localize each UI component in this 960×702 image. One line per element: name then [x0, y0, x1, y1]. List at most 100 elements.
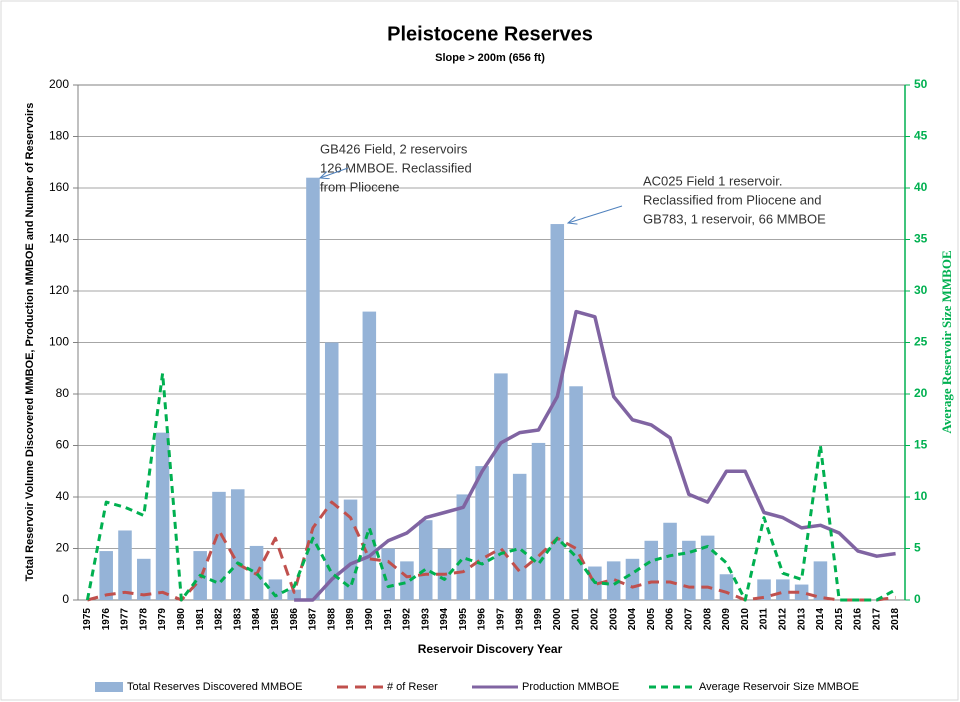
- bar: [494, 373, 508, 600]
- x-tick-label: 2008: [702, 608, 713, 631]
- annotation-arrow: [320, 167, 349, 178]
- bar: [137, 558, 151, 600]
- bar: [644, 540, 659, 600]
- x-tick-label: 1991: [383, 608, 394, 631]
- bar: [212, 491, 226, 600]
- annotation: Reclassified from Pliocene and: [643, 192, 821, 207]
- x-tick-label: 1980: [176, 608, 187, 631]
- annotation: GB426 Field, 2 reservoirs: [320, 141, 468, 156]
- x-tick-label: 2000: [552, 608, 563, 631]
- y-tick-label: 180: [49, 129, 69, 143]
- bar: [625, 558, 640, 600]
- bar: [155, 432, 170, 600]
- chart-title: Pleistocene Reserves: [387, 23, 593, 45]
- y2-tick-label: 5: [914, 541, 921, 555]
- x-tick-label: 1982: [214, 608, 225, 631]
- x-tick-label: 1987: [308, 608, 319, 631]
- x-tick-label: 1992: [402, 608, 413, 631]
- legend-label: # of Reser: [387, 681, 438, 693]
- x-tick-label: 2017: [871, 608, 882, 631]
- series-line: [85, 371, 897, 602]
- x-tick-label: 2001: [571, 608, 582, 631]
- series-line: [87, 500, 896, 602]
- y-tick-label: 20: [56, 541, 70, 555]
- x-tick-label: 1999: [533, 608, 544, 631]
- x-tick-label: 2016: [853, 608, 864, 631]
- x-tick-label: 2005: [646, 608, 657, 631]
- bar: [719, 574, 734, 600]
- y2-tick-label: 25: [914, 335, 928, 349]
- x-tick-label: 2009: [721, 608, 732, 631]
- y2-tick-label: 35: [914, 232, 928, 246]
- y-tick-label: 100: [49, 335, 69, 349]
- bar: [794, 584, 809, 600]
- bar: [324, 342, 339, 600]
- y2-tick-label: 0: [914, 592, 921, 606]
- y2-tick-label: 45: [914, 129, 928, 143]
- bar: [287, 589, 301, 600]
- x-tick-label: 1984: [251, 608, 262, 631]
- chart-subtitle: Slope > 200m (656 ft): [435, 52, 545, 64]
- y2-tick-label: 10: [914, 489, 928, 503]
- y-tick-label: 60: [56, 438, 70, 452]
- x-tick-label: 1981: [195, 608, 206, 631]
- annotation: 126 MMBOE. Reclassified: [320, 160, 472, 175]
- bar: [268, 579, 283, 600]
- y-tick-label: 0: [62, 592, 69, 606]
- x-tick-label: 2007: [683, 608, 694, 631]
- x-tick-label: 1990: [364, 608, 375, 631]
- y-tick-label: 120: [49, 283, 69, 297]
- bar: [362, 311, 377, 600]
- bar: [606, 561, 621, 600]
- x-tick-label: 2003: [608, 608, 619, 631]
- y-axis-label: Total Reservoir Volume Discovered MMBOE,…: [24, 103, 36, 582]
- x-tick-label: 1985: [270, 608, 281, 631]
- bar: [418, 520, 433, 600]
- x-tick-label: 2011: [759, 608, 770, 630]
- y-tick-label: 160: [49, 180, 69, 194]
- bar: [776, 579, 790, 600]
- bar: [512, 473, 527, 600]
- bar: [531, 442, 546, 600]
- bar: [550, 224, 565, 601]
- series-line: [294, 309, 896, 602]
- annotation: from Pliocene: [320, 179, 399, 194]
- x-tick-label: 1983: [232, 608, 243, 631]
- y-tick-label: 200: [49, 77, 69, 91]
- x-tick-label: 1977: [120, 608, 131, 631]
- x-tick-label: 1975: [82, 608, 93, 631]
- bar: [700, 535, 715, 600]
- bar: [757, 579, 771, 600]
- bar: [813, 561, 828, 600]
- bar: [663, 522, 677, 600]
- bar: [569, 386, 583, 600]
- y2-tick-label: 50: [914, 77, 928, 91]
- annotation-arrow: [568, 205, 623, 223]
- x-tick-label: 1989: [345, 608, 356, 631]
- bar: [343, 499, 358, 600]
- legend-label: Production MMBOE: [522, 681, 619, 693]
- x-axis-label: Reservoir Discovery Year: [418, 642, 563, 656]
- x-tick-label: 2014: [815, 608, 826, 631]
- x-tick-label: 1995: [458, 608, 469, 631]
- x-tick-label: 1993: [420, 608, 431, 631]
- bar: [306, 177, 320, 600]
- x-tick-label: 1986: [289, 608, 300, 631]
- legend-label: Average Reservoir Size MMBOE: [699, 681, 859, 693]
- x-tick-label: 1996: [477, 608, 488, 631]
- y-tick-label: 40: [56, 489, 70, 503]
- y2-tick-label: 20: [914, 386, 928, 400]
- bar: [99, 551, 113, 600]
- x-tick-label: 2018: [890, 608, 901, 631]
- bar: [118, 530, 132, 600]
- x-tick-label: 1976: [101, 608, 112, 631]
- y-tick-label: 140: [49, 232, 69, 246]
- annotation: AC025 Field 1 reservoir.: [643, 173, 782, 188]
- x-tick-label: 1998: [514, 608, 525, 631]
- x-tick-label: 1978: [138, 608, 149, 631]
- y2-tick-label: 40: [914, 180, 928, 194]
- x-tick-label: 1994: [439, 608, 450, 631]
- bar: [230, 489, 245, 600]
- legend-label: Total Reserves Discovered MMBOE: [127, 681, 302, 693]
